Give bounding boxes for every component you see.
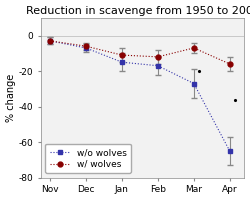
Title: Reduction in scavenge from 1950 to 2000: Reduction in scavenge from 1950 to 2000 [26, 6, 250, 16]
Legend: w/o wolves, w/ wolves: w/o wolves, w/ wolves [45, 144, 131, 173]
Y-axis label: % change: % change [6, 74, 16, 122]
